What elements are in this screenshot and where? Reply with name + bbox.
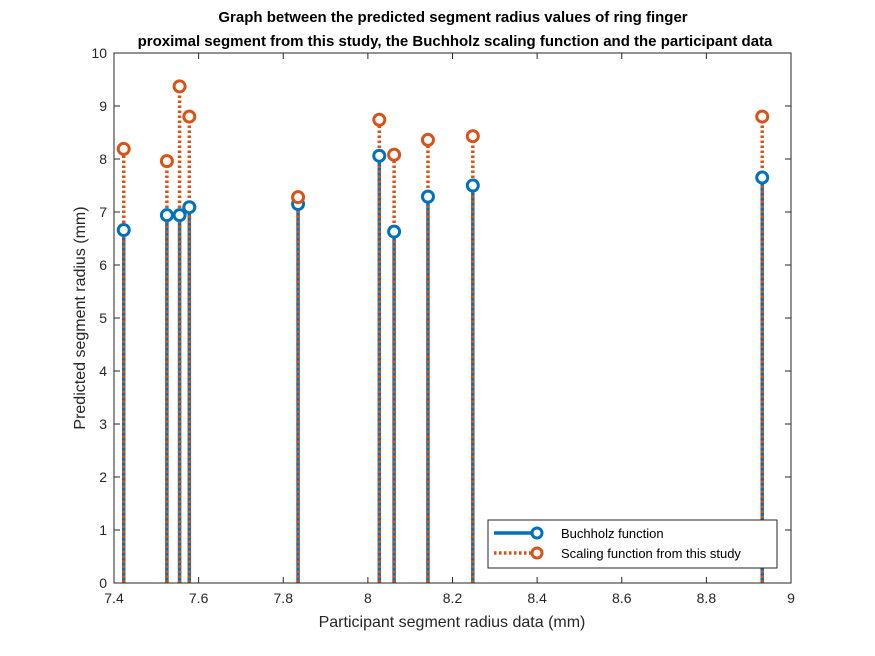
scaling-marker (172, 79, 187, 94)
x-tick-label: 8.8 (697, 590, 717, 606)
x-tick-label: 9 (787, 590, 795, 606)
y-tick-label: 10 (91, 45, 107, 61)
scaling-marker (291, 190, 306, 205)
x-tick-label: 8.2 (443, 590, 463, 606)
x-tick-label: 7.4 (104, 590, 124, 606)
scaling-marker (387, 147, 402, 162)
buchholz-marker (420, 189, 435, 204)
scaling-marker (372, 112, 387, 127)
buchholz-marker (159, 208, 174, 223)
title-line-2: proximal segment from this study, the Bu… (138, 33, 773, 50)
y-tick-label: 9 (99, 98, 107, 114)
stem-marks (116, 79, 770, 583)
scaling-marker (159, 154, 174, 169)
scaling-marker (420, 132, 435, 147)
x-axis-ticks: 7.4 7.6 7.8 8 8.2 8.4 8.6 8.8 9 (104, 53, 795, 606)
y-tick-label: 4 (99, 363, 107, 379)
y-tick-label: 0 (99, 575, 107, 591)
y-tick-label: 8 (99, 151, 107, 167)
x-tick-label: 7.6 (189, 590, 209, 606)
buchholz-marker (465, 178, 480, 193)
y-tick-label: 7 (99, 204, 107, 220)
y-tick-label: 1 (99, 522, 107, 538)
plot-area (114, 53, 791, 583)
y-tick-label: 6 (99, 257, 107, 273)
x-tick-label: 8.6 (612, 590, 632, 606)
legend-label-scaling: Scaling function from this study (561, 546, 741, 561)
legend-marker-buchholz (530, 526, 544, 540)
buchholz-marker (372, 148, 387, 163)
x-axis-label: Participant segment radius data (mm) (319, 614, 586, 631)
legend: Buchholz function Scaling function from … (487, 519, 778, 569)
scaling-marker (465, 129, 480, 144)
x-tick-label: 8 (364, 590, 372, 606)
scaling-marker (182, 109, 197, 124)
buchholz-marker (182, 200, 197, 215)
buchholz-marker (116, 223, 131, 238)
buchholz-marker (755, 170, 770, 185)
x-tick-label: 8.4 (527, 590, 547, 606)
scaling-marker (116, 141, 131, 156)
y-tick-label: 5 (99, 310, 107, 326)
y-axis-label: Predicted segment radius (mm) (72, 206, 89, 429)
buchholz-marker (387, 224, 402, 239)
y-axis-ticks: 0 1 2 3 4 5 6 7 8 9 10 (91, 45, 791, 591)
buchholz-marker (172, 208, 187, 223)
y-tick-label: 2 (99, 469, 107, 485)
legend-label-buchholz: Buchholz function (561, 526, 664, 541)
y-tick-label: 3 (99, 416, 107, 432)
scaling-marker (755, 109, 770, 124)
title-line-1: Graph between the predicted segment radi… (218, 9, 687, 26)
x-tick-label: 7.8 (274, 590, 294, 606)
legend-marker-scaling (530, 546, 544, 560)
chart-title: Graph between the predicted segment radi… (138, 9, 773, 50)
